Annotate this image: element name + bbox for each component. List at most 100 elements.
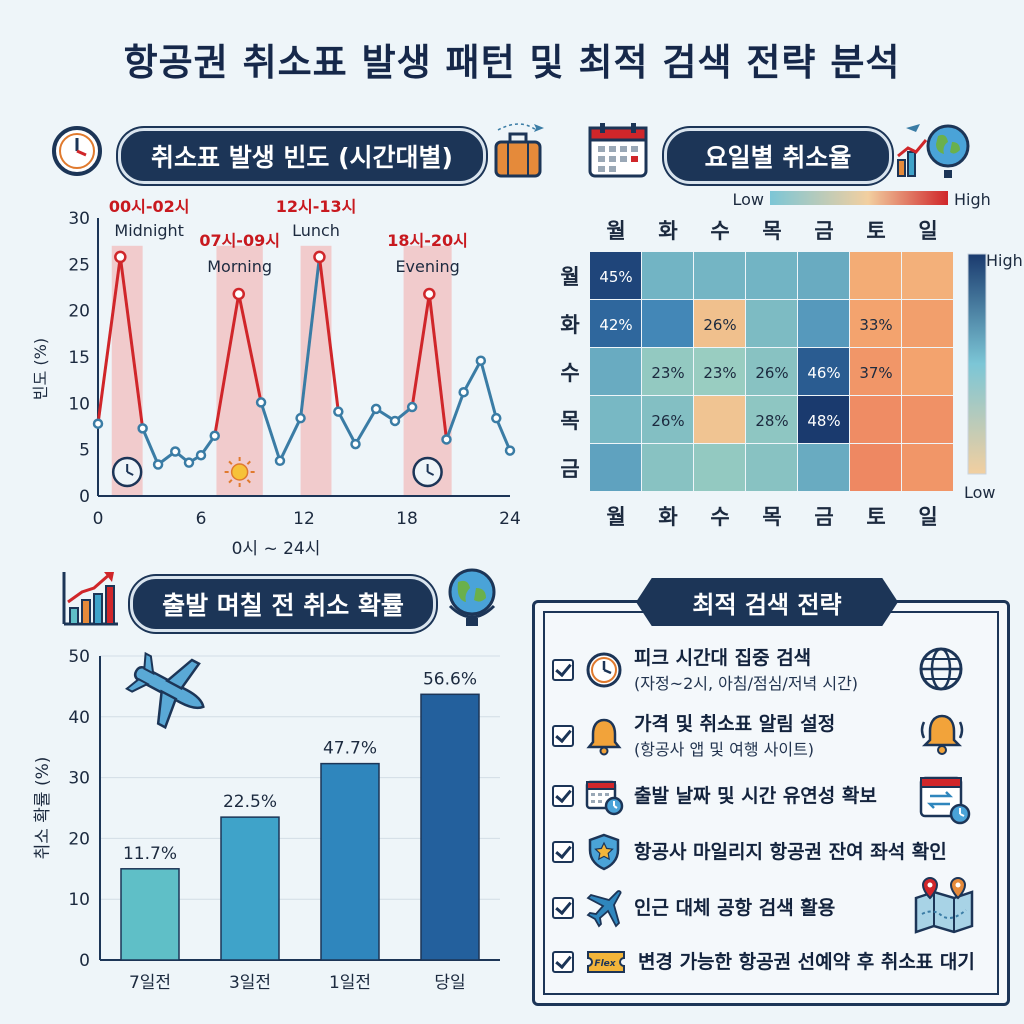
heatmap-cell: [902, 300, 953, 347]
clock-hand: [126, 471, 134, 476]
heatmap-cell: [590, 300, 641, 347]
data-point: [406, 401, 418, 413]
x-tick-label: 18: [396, 509, 418, 529]
bar: [320, 762, 380, 961]
map-pin-icon: [914, 876, 974, 934]
checkbox-icon: [552, 841, 574, 863]
data-point: [504, 445, 516, 456]
line-segment: [494, 417, 512, 452]
bar-value-label: 47.7%: [323, 739, 377, 759]
cell-value: 37%: [859, 364, 892, 382]
cell-value: 26%: [703, 316, 736, 334]
data-point: [370, 403, 382, 415]
heatmap-cell: [590, 252, 641, 299]
data-point: [389, 415, 401, 427]
bar: [120, 868, 180, 961]
colorbar-low-label: Low: [964, 483, 996, 502]
heatmap-cell: [746, 348, 797, 395]
bar-value-label: 56.6%: [423, 669, 477, 689]
checkbox-icon: [552, 785, 574, 807]
y-tick-label: 15: [68, 348, 90, 368]
y-axis-label: 빈도 (%): [31, 338, 50, 400]
bar: [420, 693, 480, 961]
line-segment: [259, 401, 282, 462]
heatmap-cell: [694, 252, 745, 299]
data-point: [441, 434, 452, 445]
strategy-subtext: (자정~2시, 아침/점심/저녁 시간): [634, 674, 859, 693]
data-point: [423, 287, 436, 301]
y-tick-label: 30: [68, 769, 90, 789]
strategy-item-flexibility: 출발 날짜 및 시간 유연성 확보: [552, 776, 877, 816]
airplane-tail: [125, 651, 155, 693]
column-footer: 목: [762, 505, 781, 529]
column-header: 일: [918, 219, 937, 243]
line-segment: [141, 427, 160, 466]
y-tick-label: 0: [79, 951, 90, 971]
heatmap-cell: [850, 396, 901, 443]
strategy-text: 출발 날짜 및 시간 유연성 확보: [634, 785, 877, 807]
highlight-range-label: 00시-02시: [109, 197, 190, 216]
line-segment: [299, 256, 321, 419]
data-point: [255, 397, 267, 408]
row-header: 금: [560, 457, 579, 481]
days-before-bar-chart: 0 10 20 30 40 50 취소 확률 (%) 11.7% 7일전 22.5% 3일전 47.7…: [33, 647, 500, 993]
days-before-title-text: 출발 며칠 전 취소 확률: [162, 591, 404, 620]
strategy-text: 가격 및 취소표 알림 설정: [634, 713, 836, 735]
hourly-chart-title: 취소표 발생 빈도 (시간대별): [118, 128, 486, 184]
calendar-icon: [588, 123, 648, 178]
line-segment: [237, 293, 263, 403]
line-segment: [445, 391, 466, 440]
sun-ray: [228, 479, 233, 484]
data-point: [274, 455, 286, 467]
strategy-text: 인근 대체 공항 검색 활용: [634, 897, 836, 919]
strategy-item-mileage: 항공사 마일리지 항공권 잔여 좌석 확인: [552, 832, 947, 872]
heatmap-cell: [902, 252, 953, 299]
sun-ray: [246, 479, 251, 484]
line-segment: [410, 293, 431, 408]
data-point: [114, 250, 127, 264]
checkbox-icon: [552, 725, 574, 747]
column-header: 토: [866, 219, 885, 243]
heatmap-cell: [902, 444, 953, 491]
days-before-chart-title: 출발 며칠 전 취소 확률: [130, 576, 436, 632]
x-tick-label: 당일: [434, 973, 465, 993]
strategy-item-alerts: 가격 및 취소표 알림 설정 (항공사 앱 및 여행 사이트): [552, 712, 835, 760]
legend-high-label: High: [954, 190, 991, 209]
line-segment: [96, 256, 122, 424]
heatmap-cell: [642, 396, 693, 443]
heatmap-cell: [798, 396, 849, 443]
bar: [220, 816, 280, 961]
row-header: 목: [560, 409, 579, 433]
strategy-text: 변경 가능한 항공권 선예약 후 취소표 대기: [638, 951, 975, 973]
heatmap-cell: [590, 348, 641, 395]
heatmap-cell: [746, 396, 797, 443]
growth-chart-icon: [62, 572, 118, 626]
sun-ray: [246, 460, 251, 465]
airplane-icon: [586, 890, 622, 928]
y-tick-label: 5: [79, 441, 90, 461]
airplane-body: [133, 666, 205, 710]
data-point: [475, 355, 487, 366]
row-header: 월: [560, 265, 579, 289]
cell-value: 28%: [755, 412, 788, 430]
heatmap-cell: [694, 348, 745, 395]
heatmap-cell: [850, 252, 901, 299]
highlight-period-label: Lunch: [292, 221, 340, 240]
colorbar-high-label: High: [986, 251, 1023, 270]
heatmap-cell: [642, 252, 693, 299]
airplane-wings: [156, 658, 201, 730]
line-segment: [337, 410, 357, 445]
column-header: 목: [762, 219, 781, 243]
data-point: [458, 386, 469, 398]
highlight-period-label: Morning: [207, 257, 272, 276]
heatmap-cell: [746, 252, 797, 299]
y-tick-label: 30: [68, 209, 90, 229]
checkbox-icon: [552, 659, 574, 681]
highlight-range-label: 07시-09시: [199, 231, 280, 250]
hourly-title-text: 취소표 발생 빈도 (시간대별): [151, 143, 453, 172]
x-axis-label: 0시 ~ 24시: [232, 539, 321, 559]
globe-chart-icon: [897, 124, 970, 178]
column-footer: 토: [866, 505, 885, 529]
y-tick-label: 10: [68, 890, 90, 910]
y-tick-label: 10: [68, 394, 90, 414]
